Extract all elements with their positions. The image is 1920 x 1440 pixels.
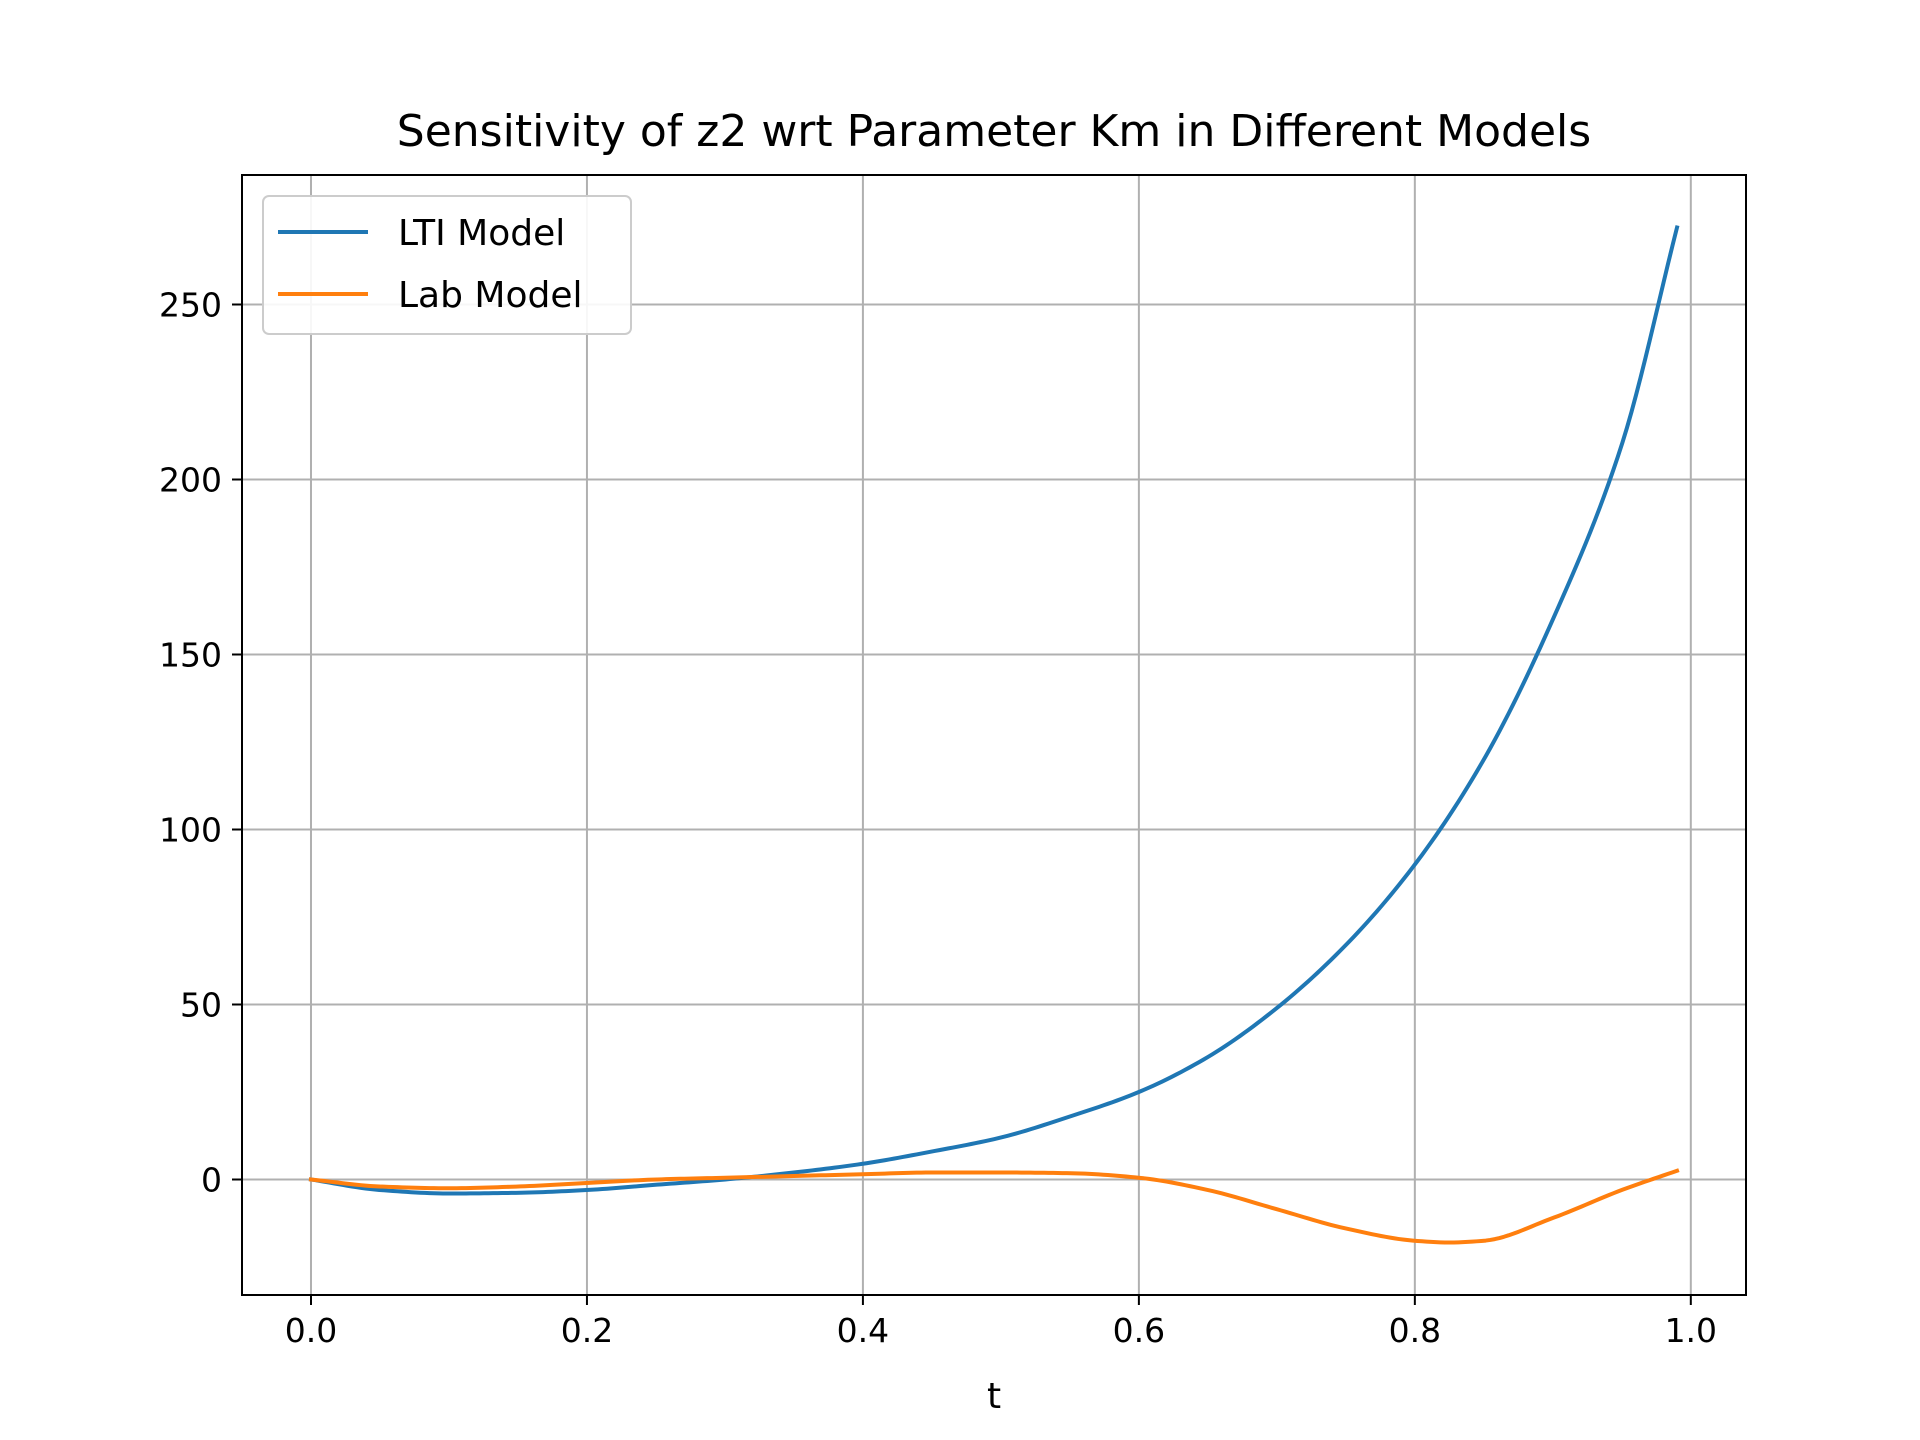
y-tick-label: 50 <box>180 986 222 1025</box>
chart-title: Sensitivity of z2 wrt Parameter Km in Di… <box>397 106 1591 157</box>
y-tick-label: 200 <box>159 461 222 500</box>
x-tick-label: 0.8 <box>1389 1311 1441 1350</box>
y-tick-label: 0 <box>201 1161 222 1200</box>
grid <box>242 175 1746 1295</box>
x-tick-label: 1.0 <box>1665 1311 1717 1350</box>
legend-label-lti-model: LTI Model <box>398 213 565 254</box>
y-tick-label: 250 <box>159 286 222 325</box>
y-tick-label: 100 <box>159 811 222 850</box>
x-axis-label: t <box>987 1376 1001 1417</box>
series-line-lab-model <box>308 1168 1680 1245</box>
series-line-lti-model <box>308 225 1680 1196</box>
legend: LTI Model Lab Model <box>262 195 632 335</box>
x-tick-label: 0.6 <box>1113 1311 1165 1350</box>
x-tick-label: 0.2 <box>561 1311 613 1350</box>
plot-frame <box>241 174 1747 1296</box>
y-tick-label: 150 <box>159 636 222 675</box>
x-tick-label: 0.4 <box>837 1311 889 1350</box>
y-axis: 0 50 100 150 200 250 <box>159 286 242 1200</box>
legend-label-lab-model: Lab Model <box>398 275 583 316</box>
x-axis: 0.0 0.2 0.4 0.6 0.8 1.0 <box>285 1295 1717 1350</box>
series-lines <box>308 225 1680 1245</box>
x-tick-label: 0.0 <box>285 1311 337 1350</box>
